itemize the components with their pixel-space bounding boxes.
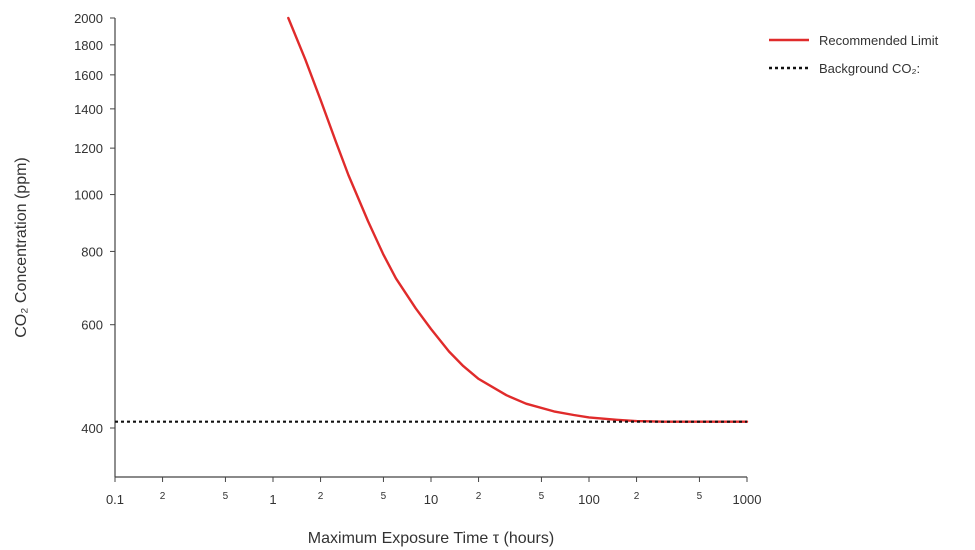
- y-tick-label: 1400: [74, 102, 103, 117]
- series-line-recommended-limit: [287, 16, 749, 423]
- legend-label-background-co2: Background CO₂:: [819, 61, 920, 76]
- chart-axes: [114, 18, 747, 478]
- y-tick-label: 1200: [74, 141, 103, 156]
- y-axis-title: CO₂ Concentration (ppm): [13, 157, 30, 338]
- y-tick-label: 2000: [74, 11, 103, 26]
- legend-label-recommended-limit: Recommended Limit: [819, 33, 939, 48]
- y-tick-label: 400: [81, 421, 103, 436]
- series-layer: [115, 16, 749, 423]
- y-tick-label: 1800: [74, 38, 103, 53]
- y-tick-label: 600: [81, 318, 103, 333]
- x-tick-label: 5: [697, 491, 703, 502]
- chart-legend: Recommended Limit Background CO₂:: [769, 33, 939, 76]
- x-tick-label: 10: [424, 492, 438, 507]
- y-tick-label: 800: [81, 244, 103, 259]
- x-tick-label: 5: [539, 491, 545, 502]
- x-tick-label: 5: [381, 491, 387, 502]
- y-tick-label: 1000: [74, 188, 103, 203]
- x-axis-ticks: 0.1 2 5 1 2 5 10 2 5 100 2 5 1000: [106, 477, 762, 507]
- y-axis-ticks: 400 600 800 1000 1200 1400 1600 1800 2000: [74, 11, 115, 436]
- x-tick-label: 1000: [733, 492, 762, 507]
- y-tick-label: 1600: [74, 68, 103, 83]
- x-tick-label: 2: [318, 491, 324, 502]
- x-tick-label: 2: [160, 491, 166, 502]
- x-tick-label: 2: [476, 491, 482, 502]
- x-tick-label: 2: [634, 491, 640, 502]
- x-tick-label: 5: [223, 491, 229, 502]
- x-tick-label: 1: [269, 492, 276, 507]
- x-tick-label: 0.1: [106, 492, 124, 507]
- x-axis-title: Maximum Exposure Time τ (hours): [308, 530, 554, 547]
- x-tick-label: 100: [578, 492, 600, 507]
